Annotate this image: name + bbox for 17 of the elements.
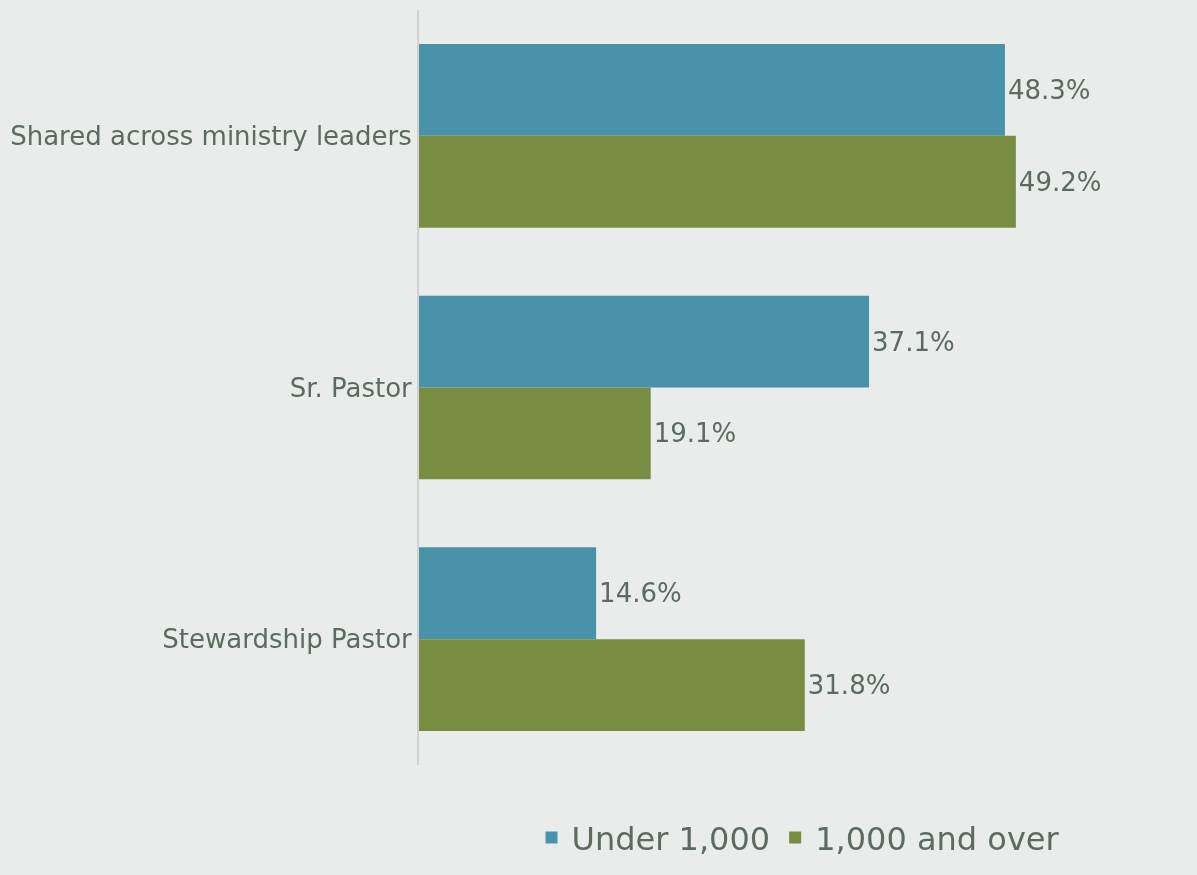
bar xyxy=(419,387,651,480)
y-tick-label: Shared across ministry leaders xyxy=(10,120,412,151)
data-label: 14.6% xyxy=(599,578,682,609)
data-label: 49.2% xyxy=(1018,166,1102,197)
y-tick-label: Sr. Pastor xyxy=(289,372,413,403)
data-label: 48.3% xyxy=(1007,74,1091,105)
data-label: 37.1% xyxy=(872,326,955,357)
bar xyxy=(419,43,1005,136)
legend-label: Under 1,000 xyxy=(571,820,771,859)
data-label: 19.1% xyxy=(653,418,737,449)
bar xyxy=(419,295,870,388)
data-label: 31.8% xyxy=(807,670,891,701)
y-tick-label: Stewardship Pastor xyxy=(162,624,413,655)
bar xyxy=(419,639,805,732)
bar xyxy=(419,547,597,640)
bar xyxy=(419,135,1016,228)
legend-label: 1,000 and over xyxy=(815,820,1060,859)
